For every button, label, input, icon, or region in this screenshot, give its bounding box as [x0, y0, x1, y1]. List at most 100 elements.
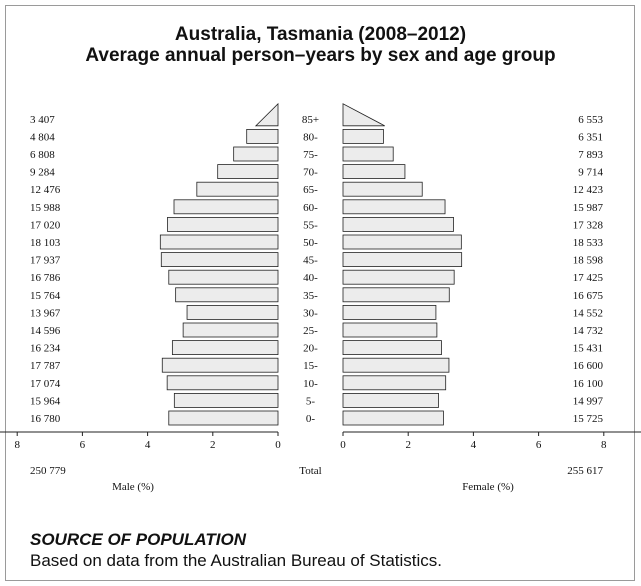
age-group-label: 70- — [303, 167, 318, 179]
female-bar — [342, 322, 438, 338]
age-group-label: 40- — [303, 272, 318, 284]
male-bar — [160, 252, 279, 268]
female-bar — [342, 287, 450, 303]
male-bar — [186, 304, 279, 320]
female-bar — [342, 199, 446, 215]
male-tick-label: 0 — [275, 439, 281, 451]
male-bar — [196, 181, 279, 197]
female-tick-label: 8 — [601, 439, 607, 451]
age-group-label: 5- — [306, 395, 316, 407]
female-tick-label: 2 — [405, 439, 411, 451]
age-group-label: 35- — [303, 290, 318, 302]
female-bar — [342, 340, 442, 356]
female-count-label: 17 425 — [573, 272, 604, 284]
age-group-label: 80- — [303, 131, 318, 143]
female-bar — [342, 392, 439, 408]
age-group-label: 55- — [303, 219, 318, 231]
age-group-label: 85+ — [302, 114, 319, 126]
male-count-label: 17 074 — [30, 378, 61, 390]
female-axis-title: Female (%) — [462, 481, 514, 493]
source-text: Based on data from the Australian Bureau… — [30, 551, 443, 570]
male-count-label: 15 988 — [30, 202, 61, 214]
female-total-label: 255 617 — [567, 465, 603, 477]
male-bar — [166, 375, 279, 391]
male-count-label: 16 234 — [30, 343, 61, 355]
age-group-label: 50- — [303, 237, 318, 249]
age-group-label: 10- — [303, 378, 318, 390]
male-total-label: 250 779 — [30, 465, 66, 477]
age-group-label: 60- — [303, 202, 318, 214]
female-count-label: 17 328 — [573, 219, 604, 231]
female-count-label: 7 893 — [578, 149, 603, 161]
female-bar — [342, 103, 385, 127]
male-bar — [246, 128, 279, 144]
female-count-label: 15 725 — [573, 413, 604, 425]
male-count-label: 17 020 — [30, 219, 61, 231]
male-count-label: 3 407 — [30, 114, 55, 126]
age-group-label: 75- — [303, 149, 318, 161]
male-bar — [173, 392, 279, 408]
male-count-label: 17 787 — [30, 360, 61, 372]
male-bar — [233, 146, 279, 162]
male-bar — [217, 164, 279, 180]
female-bar — [342, 234, 462, 250]
male-count-label: 17 937 — [30, 255, 61, 267]
age-group-label: 45- — [303, 255, 318, 267]
male-tick-label: 6 — [80, 439, 86, 451]
male-tick-label: 2 — [210, 439, 216, 451]
female-bar — [342, 304, 437, 320]
female-count-label: 15 987 — [573, 202, 604, 214]
female-bar — [342, 128, 384, 144]
female-count-label: 14 732 — [573, 325, 603, 337]
age-group-label: 20- — [303, 343, 318, 355]
female-bar — [342, 216, 454, 232]
male-axis-title: Male (%) — [112, 481, 154, 493]
female-tick-label: 0 — [340, 439, 346, 451]
female-bar — [342, 252, 463, 268]
female-count-label: 16 100 — [573, 378, 604, 390]
male-tick-label: 8 — [14, 439, 20, 451]
female-count-label: 16 675 — [573, 290, 604, 302]
female-bar — [342, 375, 447, 391]
male-bar — [161, 357, 279, 373]
female-count-label: 14 552 — [573, 307, 603, 319]
male-bar — [254, 102, 279, 127]
male-count-label: 4 804 — [30, 131, 55, 143]
female-count-label: 16 600 — [573, 360, 604, 372]
male-count-label: 14 596 — [30, 325, 61, 337]
female-bar — [342, 269, 455, 285]
male-count-label: 15 964 — [30, 395, 61, 407]
male-count-label: 16 780 — [30, 413, 61, 425]
female-count-label: 15 431 — [573, 343, 603, 355]
female-bar — [342, 146, 394, 162]
male-count-label: 13 967 — [30, 307, 61, 319]
female-bar — [342, 410, 444, 426]
age-group-label: 0- — [306, 413, 316, 425]
male-bar — [175, 287, 279, 303]
female-count-label: 18 598 — [573, 255, 604, 267]
male-bar — [182, 322, 279, 338]
chart-subtitle: Average annual person–years by sex and a… — [85, 45, 556, 66]
male-count-label: 15 764 — [30, 290, 61, 302]
male-tick-label: 4 — [145, 439, 151, 451]
age-group-label: 15- — [303, 360, 318, 372]
male-count-label: 12 476 — [30, 184, 61, 196]
male-count-label: 6 808 — [30, 149, 55, 161]
male-count-label: 16 786 — [30, 272, 61, 284]
female-count-label: 9 714 — [578, 167, 603, 179]
age-group-label: 65- — [303, 184, 318, 196]
female-count-label: 18 533 — [573, 237, 604, 249]
female-bar — [342, 357, 450, 373]
male-bar — [173, 199, 279, 215]
female-tick-label: 6 — [536, 439, 542, 451]
female-count-label: 6 351 — [578, 131, 603, 143]
total-label: Total — [299, 465, 321, 477]
male-bar — [167, 216, 279, 232]
male-count-label: 18 103 — [30, 237, 61, 249]
male-bar — [159, 234, 279, 250]
age-group-label: 25- — [303, 325, 318, 337]
female-count-label: 6 553 — [578, 114, 603, 126]
female-tick-label: 4 — [471, 439, 477, 451]
male-bar — [168, 269, 279, 285]
